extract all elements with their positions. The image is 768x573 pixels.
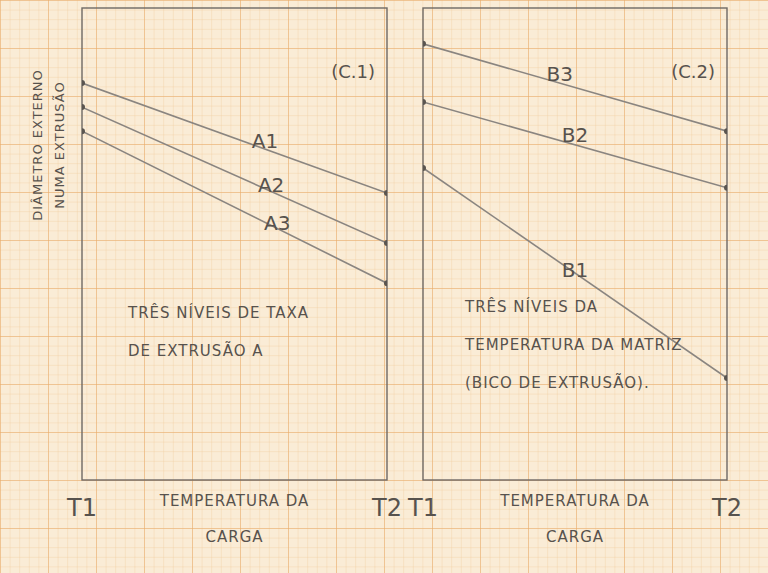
paper-grid [0, 0, 768, 573]
panel: A1 A2 A3 T1 T2 TEMPERATURA DACARGA TRÊS NÍVEIS… [30, 8, 402, 546]
annotation: TRÊS NÍVEIS DATEMPERATURA DA MATRIZ(BICO… [464, 297, 683, 392]
panel-label: (C.2) [671, 61, 715, 82]
series-label: A1 [252, 129, 278, 153]
point-marker [423, 41, 426, 47]
panel: B3 B2 B1 T1 T2 TEMPERATURA DACARGA TRÊS NÍVEIS… [407, 8, 742, 546]
series-label: B1 [562, 258, 588, 282]
paper [0, 0, 768, 573]
plot-frame [423, 8, 727, 480]
point-marker [384, 280, 387, 286]
x-tick-label: T2 [371, 494, 402, 522]
series-group [82, 80, 387, 286]
point-marker [384, 240, 387, 246]
series-line [423, 102, 727, 188]
x-axis-title: TEMPERATURA DACARGA [159, 492, 310, 546]
x-axis-title: TEMPERATURA DACARGA [499, 492, 650, 546]
point-marker [82, 104, 85, 110]
chart-canvas: A1A2A3T1T2TEMPERATURA DACARGATRÊS NÍVEIS… [0, 0, 768, 573]
point-marker [724, 128, 727, 134]
point-marker [423, 165, 426, 171]
y-axis-title: DIÂMETRO EXTERNONUMA EXTRUSÃO [30, 69, 67, 221]
point-marker [724, 185, 727, 191]
x-tick-label: T1 [66, 494, 97, 522]
annotation: TRÊS NÍVEIS DE TAXADE EXTRUSÃO A [127, 303, 309, 360]
point-marker [82, 128, 85, 134]
series-label: B2 [562, 123, 588, 147]
point-marker [384, 190, 387, 196]
point-marker [724, 375, 727, 381]
series-line [82, 131, 387, 283]
point-marker [82, 80, 85, 86]
series-line [82, 83, 387, 193]
series-line [82, 107, 387, 243]
x-tick-label: T1 [407, 494, 438, 522]
series-group [423, 41, 727, 381]
x-tick-label: T2 [711, 494, 742, 522]
series-labels: A1 A2 A3 [252, 129, 291, 235]
panel-label: (C.1) [331, 61, 375, 82]
series-line [423, 44, 727, 131]
series-line [423, 168, 727, 378]
series-label: B3 [547, 62, 573, 86]
series-labels: B3 B2 B1 [547, 62, 589, 282]
series-label: A2 [258, 173, 284, 197]
plot-frame [82, 8, 387, 480]
point-marker [423, 99, 426, 105]
series-label: A3 [264, 211, 290, 235]
